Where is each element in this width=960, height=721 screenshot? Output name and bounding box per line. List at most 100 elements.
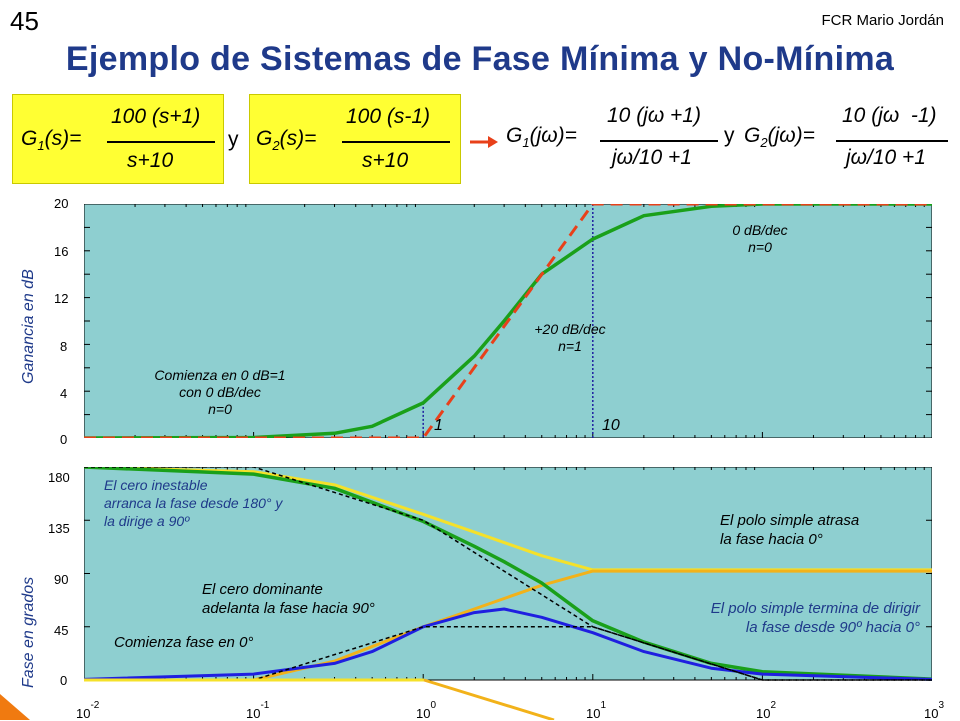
gain-note-start-line: n=0: [208, 401, 232, 417]
corner-label-1: 1: [434, 417, 443, 434]
gain-exact-line: [84, 204, 932, 438]
phase-ytick: 180: [48, 470, 70, 485]
g1-arg: (s)=: [44, 127, 82, 150]
phase-ytick: 45: [54, 623, 69, 638]
right-arrow-icon: [470, 136, 498, 148]
xtick-1e-2: 10-2: [76, 700, 99, 721]
g2j-denominator: jω/10 +1: [846, 146, 926, 169]
gain-note-start-line: con 0 dB/dec: [179, 384, 261, 400]
phase-note-line: la fase desde 90º hacia 0°: [745, 619, 920, 636]
xtick-exponent: -1: [260, 700, 270, 711]
g1j-lhs: G1(jω)=: [506, 124, 577, 150]
gain-note-flat-line: n=0: [748, 239, 772, 255]
gain-ytick: 20: [54, 196, 69, 211]
phase-note-dominant-zero: El cero dominante adelanta la fase hacia…: [202, 580, 375, 618]
gain-note-slope: +20 dB/dec n=1: [510, 321, 630, 355]
phase-note-line: arranca la fase desde 180° y: [104, 495, 283, 511]
xtick-1e-1: 10-1: [246, 700, 269, 721]
g2-letter: G: [256, 127, 273, 150]
xtick-exponent: 2: [770, 700, 777, 711]
gain-asymptote-line: [84, 204, 932, 438]
phase-ytick: 90: [54, 572, 69, 587]
g1-denominator: s+10: [127, 149, 174, 172]
phase-orange-asymptote: [84, 569, 932, 682]
xtick-1e1: 101: [586, 700, 606, 721]
slide-title: Ejemplo de Sistemas de Fase Mínima y No-…: [65, 40, 895, 78]
phase-note-line: El cero dominante: [202, 581, 323, 598]
gain-plot: [84, 204, 932, 438]
phase-note-line: El cero inestable: [104, 477, 208, 493]
g1-numerator: 100 (s+1): [111, 105, 201, 128]
gain-note-start-line: Comienza en 0 dB=1: [154, 367, 286, 383]
xtick-exponent: 0: [430, 700, 437, 711]
g1j-letter: G: [506, 124, 523, 147]
gain-ytick: 8: [60, 339, 68, 354]
phase-note-line: adelanta la fase hacia 90°: [202, 600, 375, 617]
formula-box-g2: G2(s)= 100 (s-1) s+10: [249, 94, 461, 184]
xtick-base: 10: [924, 706, 939, 721]
gain-series-group: [84, 204, 932, 438]
xtick-base: 10: [246, 706, 261, 721]
phase-plot-area: [84, 467, 932, 681]
g1j-denominator: jω/10 +1: [612, 146, 692, 169]
phase-note-pole-lag: El polo simple atrasa la fase hacia 0°: [720, 511, 859, 549]
xtick-base: 10: [756, 706, 771, 721]
xtick-exponent: -2: [90, 700, 100, 711]
slide-number: 45: [10, 6, 39, 36]
gain-note-slope-line: n=1: [558, 338, 582, 354]
phase-note-pole-end: El polo simple termina de dirigir la fas…: [652, 599, 920, 637]
g2-lhs: G2(s)=: [256, 127, 316, 153]
phase-ytick: 135: [48, 521, 70, 536]
gain-note-slope-line: +20 dB/dec: [534, 321, 606, 337]
g2j-subscript: 2: [760, 135, 768, 151]
gain-ytick: 12: [54, 291, 69, 306]
g2-arg: (s)=: [279, 127, 317, 150]
gain-note-flat: 0 dB/dec n=0: [700, 222, 820, 256]
gain-note-flat-line: 0 dB/dec: [732, 222, 788, 238]
g2j-arg: (jω)=: [767, 124, 815, 147]
gain-ylabel: Ganancia en dB: [20, 269, 37, 384]
g1j-subscript: 1: [522, 135, 530, 151]
formula-box-g1: G1(s)= 100 (s+1) s+10: [12, 94, 224, 184]
phase-plot: [84, 467, 932, 682]
xtick-base: 10: [76, 706, 91, 721]
xtick-1e2: 102: [756, 700, 776, 721]
and-label-1: y: [228, 128, 239, 151]
g2-fraction-line: [342, 141, 450, 143]
g1j-numerator: 10 (jω +1): [607, 104, 701, 127]
phase-overflow: [84, 678, 555, 720]
corner-label-10: 10: [602, 417, 620, 434]
phase-ytick: 0: [60, 673, 68, 688]
phase-note-start: Comienza fase en 0°: [114, 634, 254, 651]
xtick-exponent: 1: [600, 700, 607, 711]
g1-letter: G: [21, 127, 38, 150]
g1j-arg: (jω)=: [529, 124, 577, 147]
phase-g2-line: [84, 467, 932, 681]
g1-fraction-line: [107, 141, 215, 143]
phase-note-unstable-zero: El cero inestable arranca la fase desde …: [104, 476, 282, 530]
and-label-2: y: [724, 124, 735, 147]
phase-g1-line: [84, 607, 932, 681]
g2j-lhs: G2(jω)=: [744, 124, 815, 150]
g1j-fraction-line: [600, 140, 718, 142]
g2j-fraction-line: [836, 140, 948, 142]
corner-triangle: [0, 694, 30, 720]
g2-denominator: s+10: [362, 149, 409, 172]
phase-note-line: El polo simple atrasa: [720, 512, 860, 529]
g2-subscript: 2: [272, 138, 280, 154]
gain-ytick: 16: [54, 244, 69, 259]
phase-note-line: El polo simple termina de dirigir: [710, 600, 920, 617]
phase-note-line: la dirige a 90º: [104, 513, 190, 529]
orange-overflow-line: [423, 678, 555, 720]
author-label: FCR Mario Jordán: [821, 12, 944, 29]
g1-lhs: G1(s)=: [21, 127, 81, 153]
g1-subscript: 1: [37, 138, 45, 154]
g2-numerator: 100 (s-1): [346, 105, 431, 128]
xtick-1e3: 103: [924, 700, 944, 721]
phase-ylabel: Fase en grados: [20, 576, 37, 688]
gain-note-start: Comienza en 0 dB=1 con 0 dB/dec n=0: [128, 367, 312, 418]
gain-ytick: 0: [60, 432, 68, 447]
xtick-1e0: 100: [416, 700, 436, 721]
xtick-exponent: 3: [938, 700, 945, 711]
xtick-base: 10: [586, 706, 601, 721]
